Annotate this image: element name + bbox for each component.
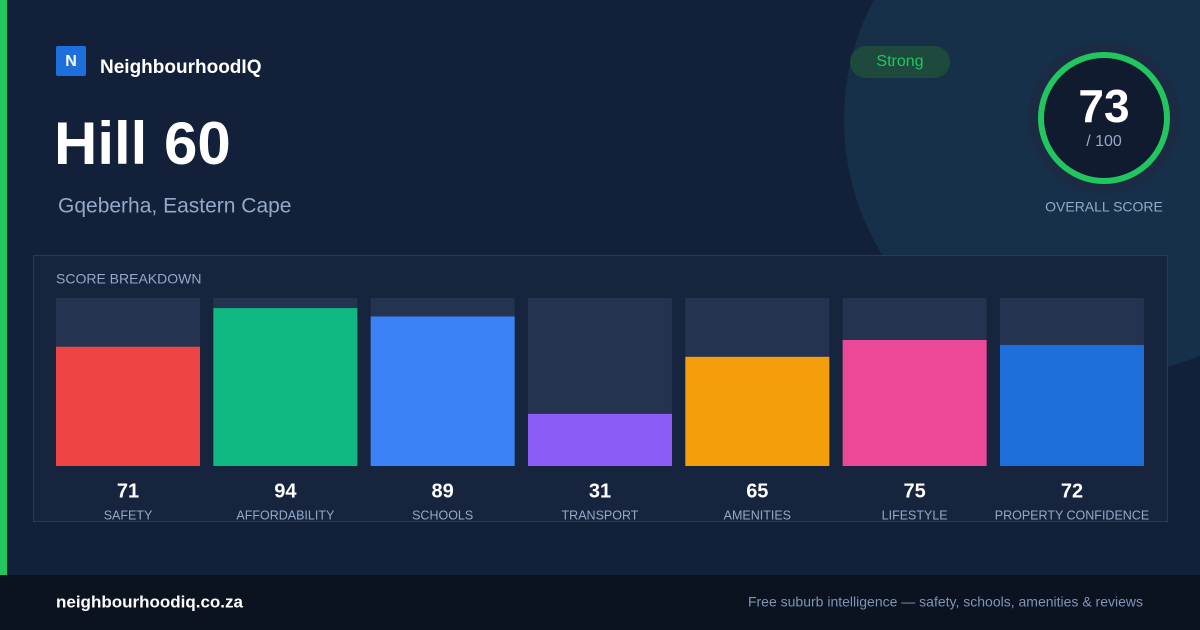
value-label: 71: [117, 480, 139, 502]
accent-stripe: [0, 0, 7, 575]
value-label: 72: [1061, 480, 1083, 502]
category-label: AMENITIES: [724, 508, 791, 522]
value-label: 89: [432, 480, 454, 502]
value-label: 75: [904, 480, 926, 502]
bar: [527, 413, 672, 466]
bar: [842, 340, 987, 466]
value-label: 65: [746, 480, 768, 502]
badge: [850, 46, 950, 78]
category-label: LIFESTYLE: [882, 508, 948, 522]
footer-tagline: Free suburb intelligence — safety, schoo…: [748, 594, 1143, 610]
subtitle: Gqeberha, Eastern Cape: [58, 195, 291, 218]
bar: [685, 356, 830, 466]
title: Hill 60: [54, 110, 231, 177]
bar: [56, 346, 200, 466]
score-ring: [1038, 52, 1170, 184]
category-label: AFFORDABILITY: [236, 508, 335, 522]
overall-out-of: / 100: [1086, 133, 1122, 150]
category-label: TRANSPORT: [562, 508, 639, 522]
overall-score: 73: [1078, 80, 1129, 132]
bar: [999, 345, 1144, 466]
footer: [0, 575, 1200, 630]
category-label: SAFETY: [104, 508, 153, 522]
badge-text: Strong: [876, 53, 923, 70]
footer-site: neighbourhoodiq.co.za: [56, 592, 244, 611]
value-label: 94: [274, 480, 297, 502]
category-label: SCHOOLS: [412, 508, 473, 522]
brand-name: NeighbourhoodIQ: [100, 57, 261, 78]
bar: [213, 308, 358, 466]
overall-label: OVERALL SCORE: [1045, 199, 1163, 215]
logo: [56, 46, 86, 76]
value-label: 31: [589, 480, 611, 502]
bar: [370, 316, 515, 466]
category-label: PROPERTY CONFIDENCE: [995, 508, 1149, 522]
logo-letter: N: [65, 53, 77, 70]
breakdown-title: SCORE BREAKDOWN: [56, 271, 201, 287]
bars: 71 SAFETY 94 AFFORDABILITY 89 SCHOOLS 31 TRANSP…: [56, 298, 1149, 522]
